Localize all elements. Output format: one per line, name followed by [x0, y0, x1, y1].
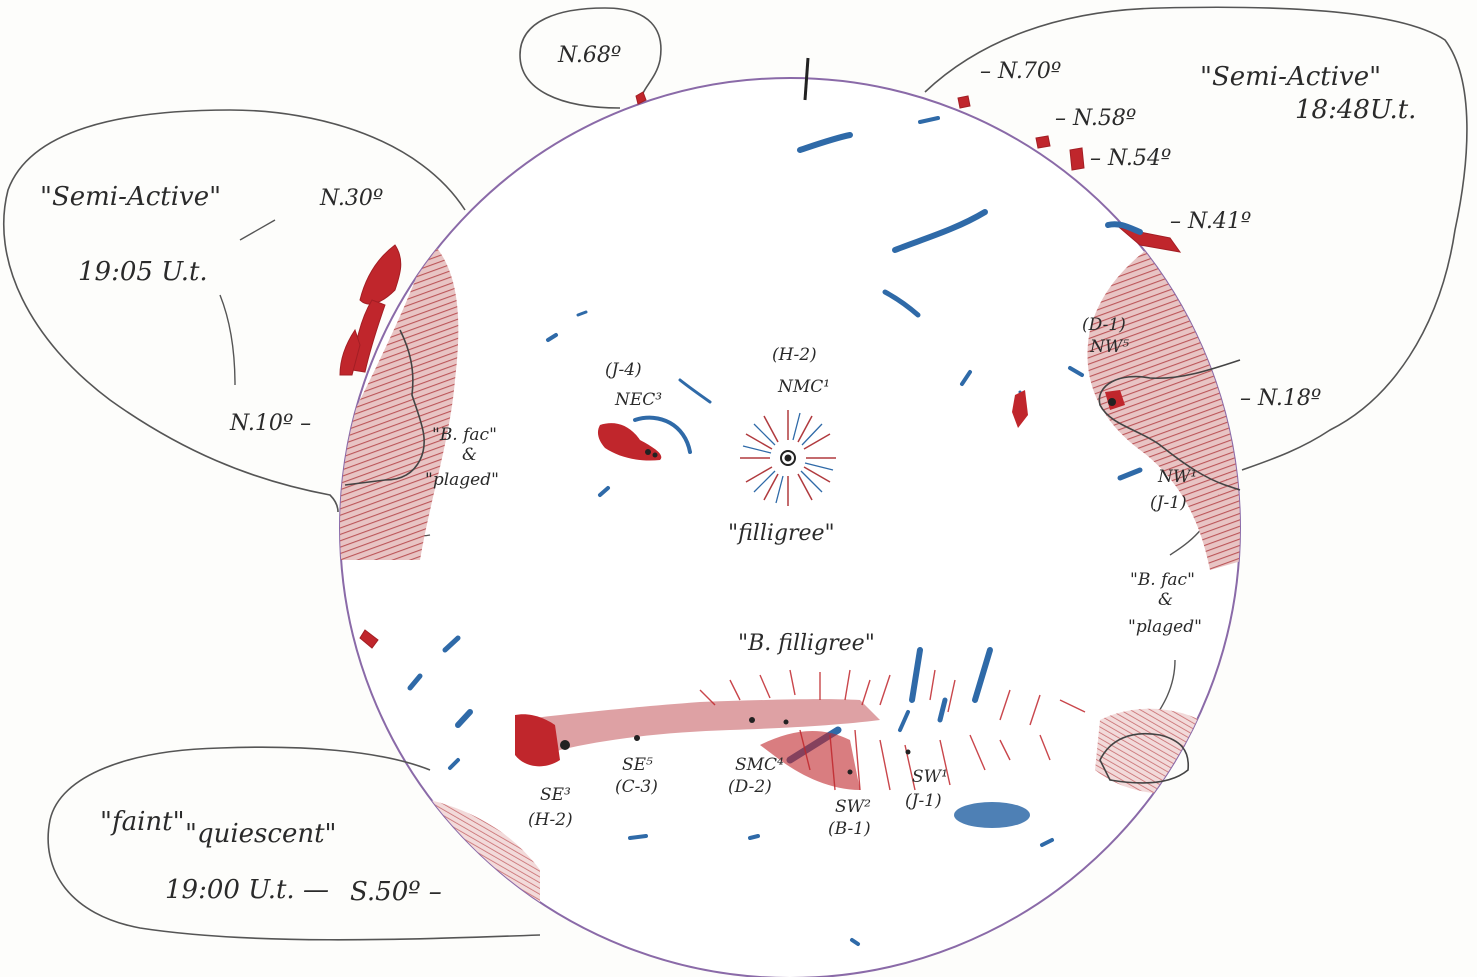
label-n41: – N.41º — [1170, 209, 1251, 234]
note-semi-active-left: "Semi-Active" — [40, 182, 221, 212]
bfac-left: "B. fac" — [432, 425, 497, 445]
label-j1-nw: (J-1) — [1150, 493, 1187, 513]
plage-annotations: "B. fac" & "plaged" "B. fac" & "plaged" — [425, 425, 1202, 637]
region-labels: (J-4) NEC³ (H-2) NMC¹ "filligree" (D-1) … — [528, 315, 1197, 839]
plaged-right: "plaged" — [1128, 617, 1202, 637]
callout-outlines — [2, 6, 1468, 941]
label-d1: (D-1) — [1082, 315, 1126, 335]
large-filament-blob — [954, 802, 1030, 828]
note-time-right: 18:48U.t. — [1295, 95, 1416, 125]
amp-left: & — [462, 445, 477, 465]
nec-region — [597, 423, 662, 461]
label-n30: N.30º — [319, 186, 383, 211]
label-n58: – N.58º — [1055, 106, 1136, 131]
label-b1: (B-1) — [828, 819, 871, 839]
label-h2-top: (H-2) — [772, 345, 817, 365]
label-j1-sw: (J-1) — [905, 791, 942, 811]
note-time-left: 19:05 U.t. — [78, 257, 208, 287]
label-n10: N.10º – — [229, 411, 311, 436]
note-quiescent: "quiescent" — [185, 819, 337, 849]
label-n18: – N.18º — [1240, 386, 1321, 411]
bfac-right: "B. fac" — [1130, 570, 1195, 590]
sunspots — [560, 398, 1116, 775]
label-nmc: NMC¹ — [777, 377, 830, 397]
label-sw1: SW¹ — [912, 767, 948, 787]
note-semi-active-right: "Semi-Active" — [1200, 62, 1381, 92]
prominences — [339, 91, 1182, 649]
activity-notes: "Semi-Active" 18:48U.t. "Semi-Active" 19… — [40, 62, 1416, 905]
label-nec: NEC³ — [614, 390, 662, 410]
north-marker — [803, 57, 810, 101]
label-d2: (D-2) — [728, 777, 772, 797]
label-n54: – N.54º — [1090, 146, 1171, 171]
label-j4: (J-4) — [605, 360, 642, 380]
label-n70: – N.70º — [980, 59, 1061, 84]
label-se5: SE⁵ — [622, 755, 653, 775]
label-nw1: NW¹ — [1157, 467, 1197, 487]
amp-right: & — [1158, 590, 1173, 610]
plage-outlines — [344, 329, 1241, 784]
label-nw5: NW⁵ — [1089, 337, 1129, 357]
label-c3: (C-3) — [615, 777, 658, 797]
label-b-filigree: "B. filligree" — [738, 631, 875, 656]
filigree-nmc — [740, 410, 836, 506]
plaged-left: "plaged" — [425, 470, 499, 490]
label-se3: SE³ — [540, 785, 571, 805]
label-s50: S.50º – — [350, 877, 442, 907]
position-labels: N.68º – N.70º – N.58º – N.54º – N.41º – … — [229, 43, 1321, 907]
label-sw2: SW² — [835, 797, 871, 817]
label-smc: SMC⁴ — [735, 755, 784, 775]
note-time-bottom: 19:00 U.t. — — [165, 875, 329, 905]
note-faint: "faint" — [100, 807, 185, 837]
label-filigree: "filligree" — [728, 521, 835, 546]
label-h2-bottom: (H-2) — [528, 810, 573, 830]
label-n68: N.68º — [557, 43, 621, 68]
